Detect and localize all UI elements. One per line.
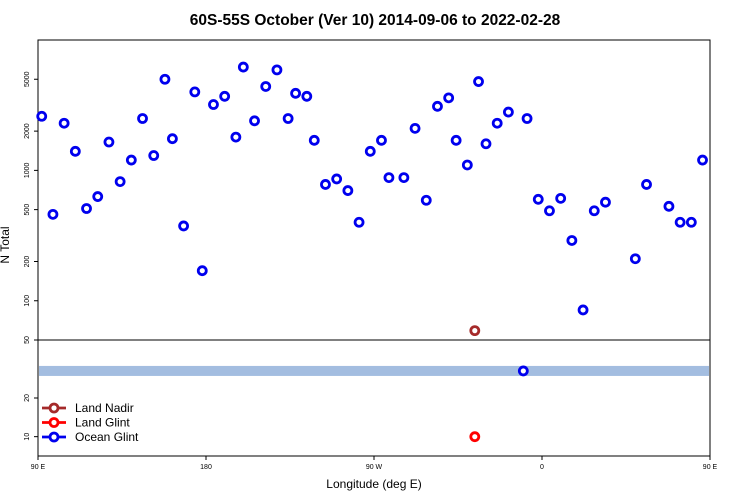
ocean-glint-point [331, 173, 343, 185]
x-tick-label: 90 E [31, 464, 46, 471]
ocean-glint-point [697, 154, 708, 166]
ocean-glint-point [521, 113, 533, 124]
x-axis: 90 E 180 90 W 0 90 E [31, 456, 718, 471]
ocean-glint-point [398, 172, 410, 184]
upper-plot-panel: 50 100 200 500 1000 2000 5000 [24, 39, 711, 344]
lower-y-tick-label: 20 [24, 394, 31, 402]
ocean-glint-point [641, 179, 652, 190]
ocean-glint-point [69, 145, 81, 157]
ocean-glint-point [47, 208, 59, 220]
x-tick-label: 180 [200, 464, 212, 471]
ocean-glint-point [663, 200, 675, 212]
upper-y-tick-label: 50 [24, 336, 31, 344]
x-tick-label: 0 [540, 464, 544, 471]
upper-y-tick-label: 2000 [24, 123, 31, 139]
ocean-glint-point [125, 154, 137, 166]
ocean-glint-point [473, 76, 484, 87]
lower-reference-band [39, 365, 709, 376]
ocean-glint-point [443, 92, 455, 104]
legend-marker [48, 402, 60, 414]
ocean-glint-point [271, 64, 283, 76]
legend-label: Ocean Glint [75, 430, 139, 444]
ocean-glint-point [491, 117, 503, 129]
ocean-glint-point [103, 136, 115, 148]
land-glint-point [469, 431, 481, 443]
ocean-glint-point [432, 100, 443, 112]
ocean-glint-point [320, 179, 331, 190]
ocean-glint-point [588, 205, 600, 217]
ocean-glint-point [137, 113, 148, 124]
land-nadir-point [469, 325, 481, 337]
ocean-glint-point [674, 216, 686, 228]
ocean-glint-point [36, 110, 48, 122]
upper-y-tick-label: 1000 [24, 162, 31, 178]
ocean-glint-point [544, 205, 555, 217]
reference-band [39, 365, 709, 376]
ocean-glint-point [461, 159, 473, 171]
ocean-glint-point [148, 150, 160, 161]
ocean-glint-point [685, 216, 697, 228]
ocean-glint-point [301, 90, 313, 102]
ocean-glint-point [409, 122, 421, 134]
legend-marker [48, 417, 60, 428]
ocean-glint-point [114, 176, 126, 188]
ocean-glint-point [517, 365, 529, 377]
lower-y-axis: 10 20 [24, 394, 38, 441]
x-tick-label: 90 E [703, 464, 718, 471]
upper-y-tick-label: 5000 [24, 71, 31, 87]
ocean-glint-point [166, 133, 178, 145]
upper-y-axis: 50 100 200 500 1000 2000 5000 [24, 71, 38, 344]
upper-y-tick-label: 100 [24, 295, 31, 307]
upper-plot-frame [37, 39, 711, 341]
ocean-glint-point [249, 115, 260, 127]
chart-title: 60S-55S October (Ver 10) 2014-09-06 to 2… [190, 12, 561, 29]
ocean-glint-point [290, 87, 302, 99]
ocean-glint-point [208, 99, 219, 110]
lower-y-tick-label: 10 [24, 433, 31, 441]
ocean-glint-point [282, 113, 294, 124]
upper-y-tick-label: 500 [24, 204, 31, 216]
ocean-glint-point [353, 216, 365, 228]
upper-y-tick-label: 200 [24, 256, 31, 268]
ocean-glint-point [420, 194, 432, 206]
ocean-glint-point [196, 265, 208, 277]
x-tick-label: 90 W [366, 464, 383, 471]
ocean-glint-point [92, 191, 104, 202]
legend-label: Land Nadir [75, 401, 134, 415]
ocean-glint-point [566, 235, 578, 246]
ocean-glint-point [159, 73, 171, 85]
ocean-glint-point [230, 131, 242, 143]
ocean-glint-point [450, 134, 462, 146]
x-axis-label: Longitude (deg E) [326, 477, 421, 491]
ocean-glint-point [383, 172, 395, 184]
legend-label: Land Glint [75, 416, 130, 430]
ocean-glint-point [376, 134, 387, 146]
legend-marker [48, 431, 60, 443]
ocean-glint-point [555, 192, 567, 204]
ocean-glint-point [219, 90, 231, 102]
ocean-glint-point [532, 193, 544, 205]
ocean-glint-point [600, 196, 611, 208]
lower-data-points [469, 365, 529, 443]
ocean-glint-point [364, 145, 376, 157]
ocean-glint-point [308, 134, 320, 146]
y-axis-label: N Total [0, 226, 12, 263]
ocean-glint-point [237, 61, 249, 73]
ocean-glint-point [342, 185, 354, 196]
ocean-glint-point [502, 106, 514, 118]
ocean-glint-point [577, 304, 589, 316]
ocean-glint-point [480, 138, 492, 150]
ocean-glint-point [629, 253, 641, 265]
lower-plot-frame [37, 339, 711, 457]
ocean-glint-point [189, 86, 201, 98]
upper-data-points [36, 61, 708, 337]
ocean-glint-point [178, 220, 190, 232]
ocean-glint-point [81, 203, 92, 214]
ocean-glint-point [260, 81, 272, 92]
ocean-glint-point [58, 117, 70, 129]
